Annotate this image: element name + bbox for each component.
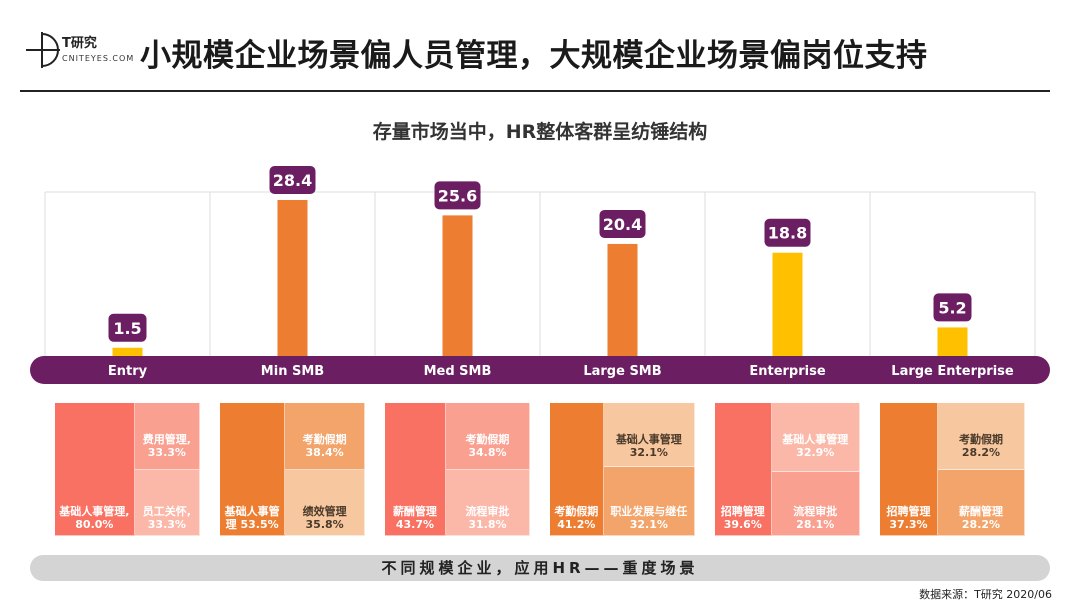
bar (772, 252, 803, 356)
treemap-block: 考勤假期 34.8% (445, 403, 530, 470)
value-label-bg (269, 166, 316, 194)
category-label: Entry (108, 364, 148, 379)
chart-title: 存量市场当中，HR整体客群呈纺锤结构 (372, 121, 708, 143)
treemap-block: 考勤假期 41.2% (550, 403, 604, 536)
category-label: Large Enterprise (891, 364, 1014, 379)
treemap-block: 考勤假期 38.4% (285, 403, 365, 470)
treemap-block: 员工关怀, 33.3% (134, 469, 200, 536)
bar (937, 327, 968, 356)
treemap-block: 基础人事管理 53.5% (220, 403, 286, 536)
treemap-block: 流程审批 28.1% (771, 472, 860, 536)
bar-chart: 1.5 28.4 25.6 20.4 18.8 5.2 Entry Min SMB Med SM… (30, 166, 1050, 384)
bar (112, 347, 143, 356)
treemap-block: 招聘管理 39.6% (715, 403, 772, 536)
value-label: 20.4 (603, 215, 642, 234)
page-title: 小规模企业场景偏人员管理，大规模企业场景偏岗位支持 (140, 38, 928, 74)
footer-caption: 不同规模企业，应用HR——重度场景 (30, 555, 1050, 581)
treemap-block: 薪酬管理 43.7% (385, 403, 446, 536)
data-source: 数据来源：T研究 2020/06 (919, 588, 1052, 601)
value-label: 28.4 (273, 171, 312, 190)
treemap-block: 费用管理, 33.3% (134, 403, 200, 470)
logo-domain: CNITEYES.COM (62, 54, 135, 63)
category-label: Enterprise (749, 364, 825, 379)
treemap-block: 基础人事管理 32.9% (771, 403, 860, 473)
value-label: 5.2 (938, 298, 966, 317)
brand-logo: T研究 CNITEYES.COM (22, 26, 135, 76)
treemap-block: 考勤假期 28.2% (938, 403, 1025, 470)
value-label-bg (108, 313, 147, 342)
treemap-block: 基础人事管理, 80.0% (55, 403, 135, 536)
treemap-block: 职业发展与继任 32.1% (603, 466, 695, 536)
treemap-block: 招聘管理 37.3% (880, 403, 938, 536)
value-label-bg (933, 293, 972, 322)
treemap-block: 薪酬管理 28.2% (938, 469, 1025, 536)
value-label: 18.8 (768, 224, 807, 243)
category-label: Med SMB (424, 364, 492, 379)
logo-name: T研究 (62, 36, 97, 51)
title-divider (20, 90, 1050, 92)
treemap-block: 流程审批 31.8% (445, 469, 530, 536)
treemap-block: 绩效管理 35.8% (285, 469, 365, 536)
value-label-bg (599, 209, 646, 238)
logo-mark-icon (26, 32, 60, 68)
category-label: Min SMB (261, 364, 324, 379)
value-label: 1.5 (113, 319, 141, 338)
bar (607, 243, 638, 356)
value-label-bg (764, 218, 811, 247)
bar (277, 200, 308, 356)
category-label: Large SMB (583, 364, 661, 379)
value-label: 25.6 (438, 186, 477, 205)
value-label-bg (434, 181, 481, 210)
treemap-block: 基础人事管理 32.1% (603, 403, 695, 467)
bar (442, 215, 473, 356)
category-band (30, 356, 1050, 384)
